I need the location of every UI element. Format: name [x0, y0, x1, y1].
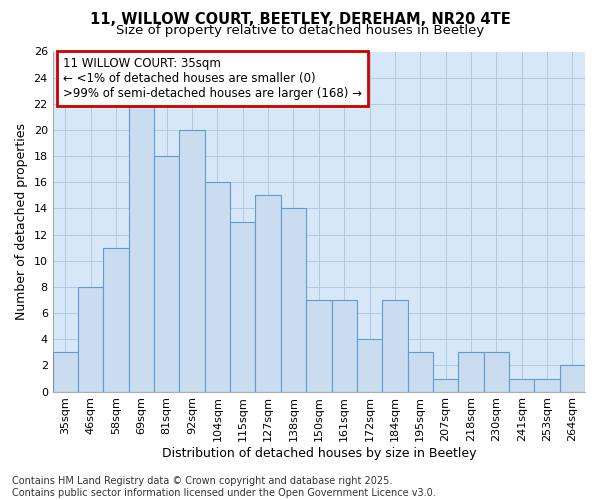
Bar: [407, 352, 433, 392]
Bar: [230, 222, 256, 392]
Bar: [535, 378, 560, 392]
Bar: [357, 340, 382, 392]
Bar: [129, 104, 154, 392]
Text: Size of property relative to detached houses in Beetley: Size of property relative to detached ho…: [116, 24, 484, 37]
Bar: [433, 378, 458, 392]
Bar: [382, 300, 407, 392]
Y-axis label: Number of detached properties: Number of detached properties: [15, 123, 28, 320]
Bar: [205, 182, 230, 392]
X-axis label: Distribution of detached houses by size in Beetley: Distribution of detached houses by size …: [161, 447, 476, 460]
Bar: [154, 156, 179, 392]
Bar: [281, 208, 306, 392]
Bar: [332, 300, 357, 392]
Text: 11 WILLOW COURT: 35sqm
← <1% of detached houses are smaller (0)
>99% of semi-det: 11 WILLOW COURT: 35sqm ← <1% of detached…: [64, 56, 362, 100]
Bar: [78, 287, 103, 392]
Bar: [509, 378, 535, 392]
Bar: [179, 130, 205, 392]
Bar: [484, 352, 509, 392]
Bar: [306, 300, 332, 392]
Bar: [256, 196, 281, 392]
Bar: [560, 366, 585, 392]
Bar: [53, 352, 78, 392]
Bar: [458, 352, 484, 392]
Bar: [103, 248, 129, 392]
Text: 11, WILLOW COURT, BEETLEY, DEREHAM, NR20 4TE: 11, WILLOW COURT, BEETLEY, DEREHAM, NR20…: [89, 12, 511, 28]
Text: Contains HM Land Registry data © Crown copyright and database right 2025.
Contai: Contains HM Land Registry data © Crown c…: [12, 476, 436, 498]
